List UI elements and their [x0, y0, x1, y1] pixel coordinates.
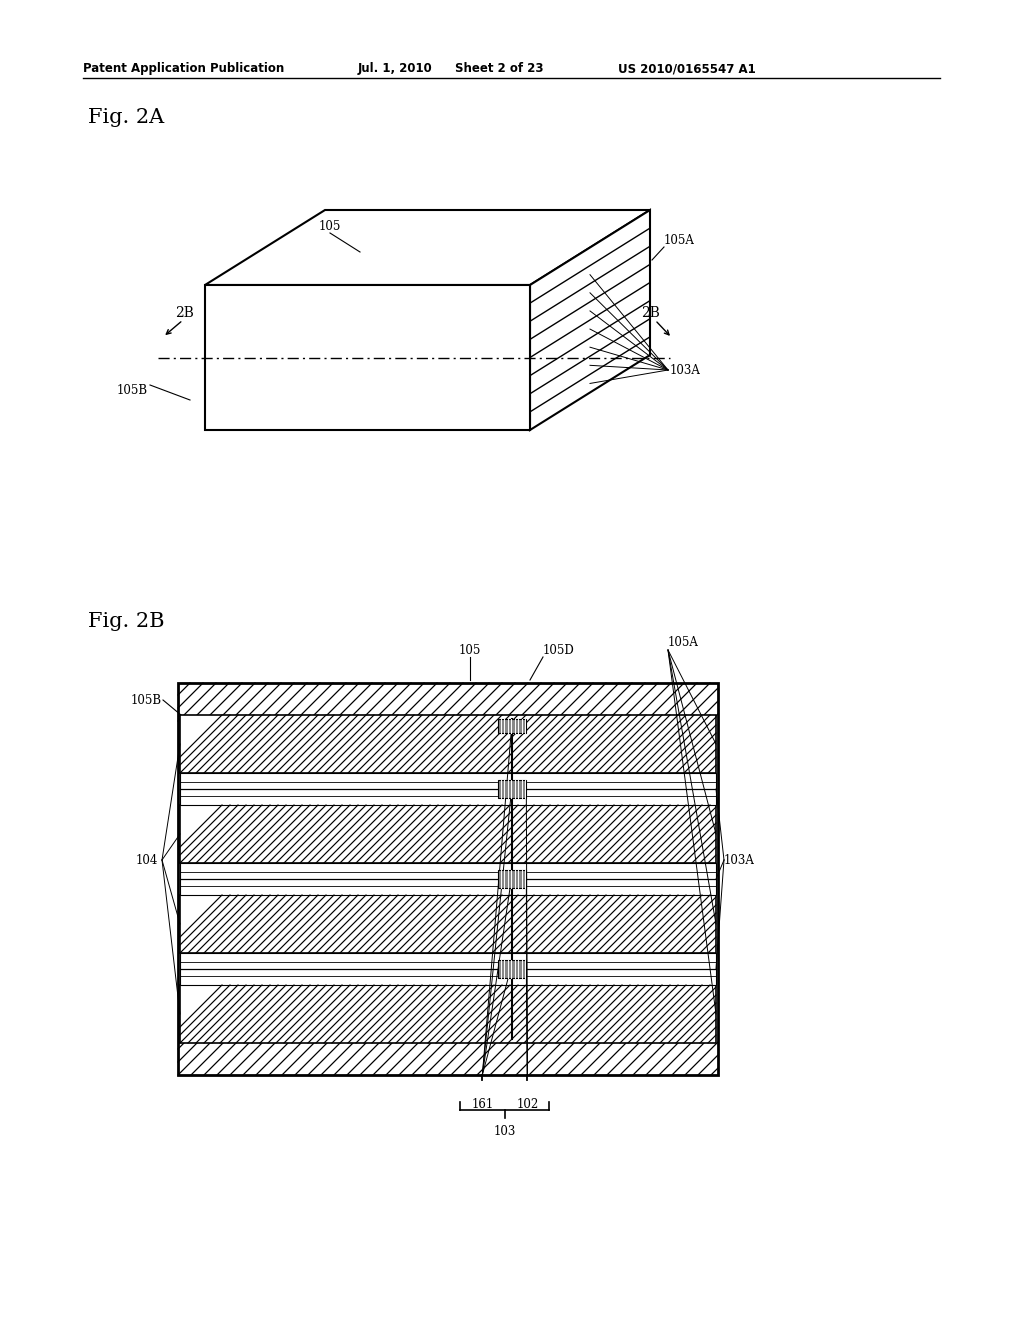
Polygon shape: [499, 960, 526, 978]
Polygon shape: [499, 780, 526, 797]
Polygon shape: [178, 682, 718, 1074]
Polygon shape: [180, 715, 716, 774]
Text: 105: 105: [459, 644, 481, 656]
Text: 103: 103: [494, 1125, 516, 1138]
Text: 103A: 103A: [670, 363, 700, 376]
Text: 102: 102: [516, 1098, 539, 1111]
Text: Fig. 2A: Fig. 2A: [88, 108, 164, 127]
Polygon shape: [530, 210, 650, 430]
Text: 2B: 2B: [175, 306, 195, 319]
Text: 103A: 103A: [724, 854, 755, 866]
Text: 105A: 105A: [668, 636, 698, 649]
Text: 105B: 105B: [117, 384, 148, 396]
Text: 105: 105: [318, 219, 341, 232]
Text: Patent Application Publication: Patent Application Publication: [83, 62, 285, 75]
Text: Fig. 2B: Fig. 2B: [88, 612, 165, 631]
Text: Jul. 1, 2010: Jul. 1, 2010: [358, 62, 433, 75]
Polygon shape: [180, 721, 716, 1038]
Polygon shape: [499, 719, 526, 733]
Text: 2B: 2B: [641, 306, 659, 319]
Text: Sheet 2 of 23: Sheet 2 of 23: [455, 62, 544, 75]
Text: US 2010/0165547 A1: US 2010/0165547 A1: [618, 62, 756, 75]
Polygon shape: [180, 985, 716, 1043]
Polygon shape: [205, 210, 650, 285]
Text: 105B: 105B: [131, 693, 162, 706]
Polygon shape: [180, 953, 716, 985]
Text: 104: 104: [135, 854, 158, 866]
Polygon shape: [180, 895, 716, 953]
Text: 105A: 105A: [664, 234, 695, 247]
Text: 105D: 105D: [543, 644, 574, 656]
Polygon shape: [180, 863, 716, 895]
Polygon shape: [205, 285, 530, 430]
Text: 161: 161: [471, 1098, 494, 1111]
Polygon shape: [180, 805, 716, 863]
Polygon shape: [180, 774, 716, 805]
Polygon shape: [499, 870, 526, 888]
